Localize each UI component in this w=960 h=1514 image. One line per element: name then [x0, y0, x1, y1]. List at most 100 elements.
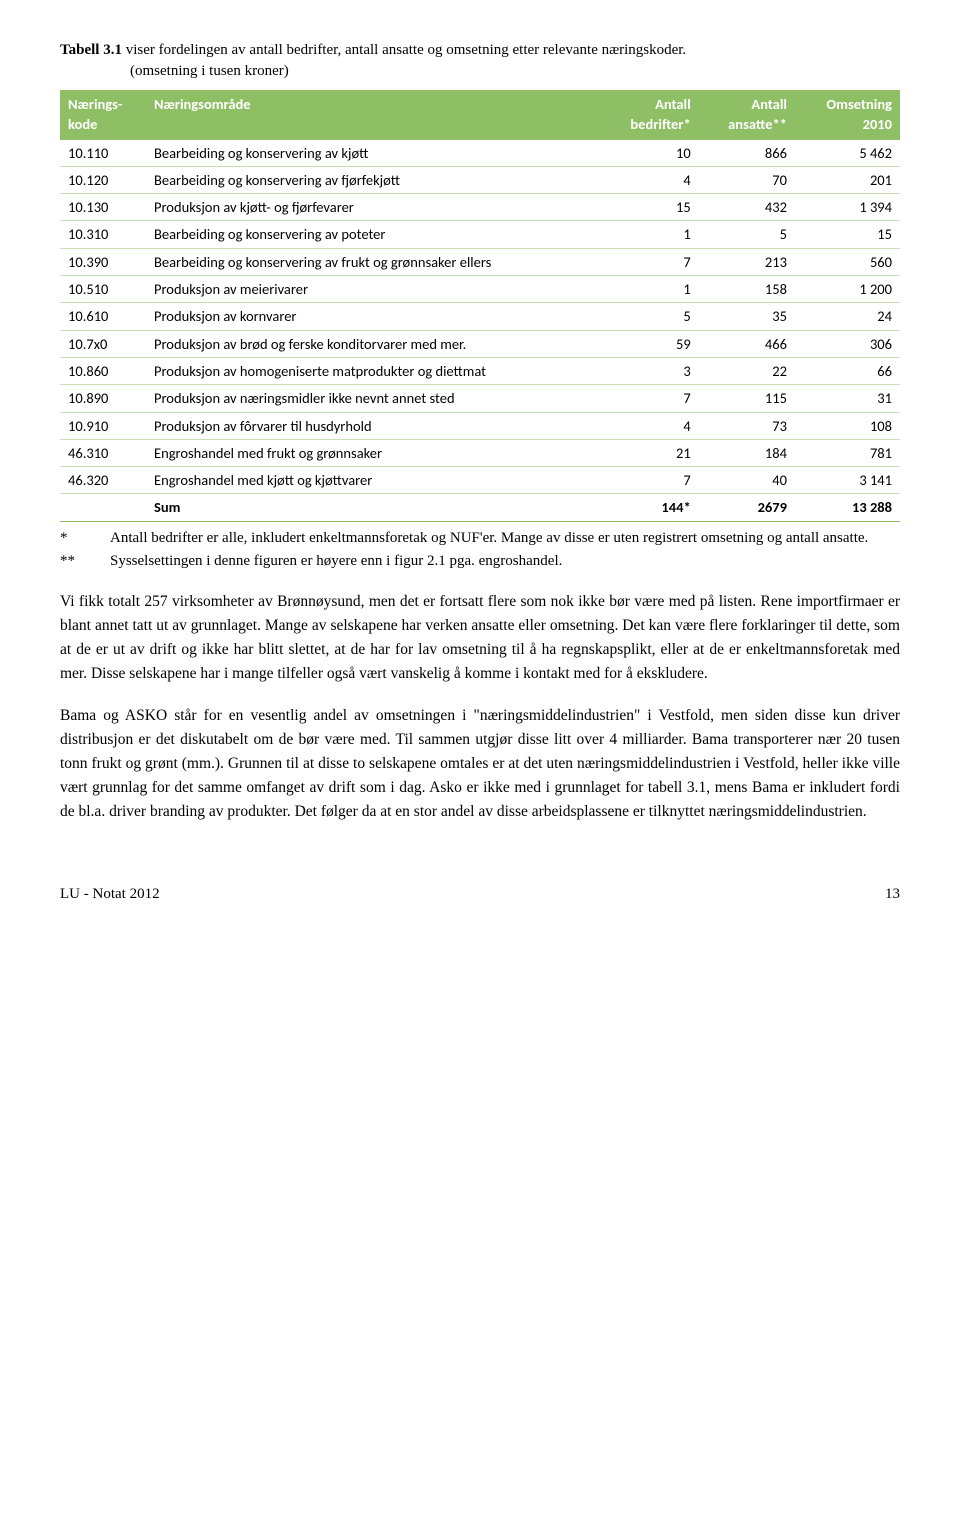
cell-ansatte: 866: [699, 139, 795, 166]
cell-ansatte: 213: [699, 248, 795, 275]
cell-omsetning: 108: [795, 412, 900, 439]
table-row: 10.610Produksjon av kornvarer53524: [60, 303, 900, 330]
footnote-text-1: Antall bedrifter er alle, inkludert enke…: [110, 528, 900, 549]
data-table: Nærings- kode Næringsområde Antall bedri…: [60, 90, 900, 522]
cell-desc: Bearbeiding og konservering av fjørfekjø…: [146, 166, 601, 193]
paragraph-1: Vi fikk totalt 257 virksomheter av Brønn…: [60, 590, 900, 686]
cell-code: 10.610: [60, 303, 146, 330]
table-row: 46.320Engroshandel med kjøtt og kjøttvar…: [60, 467, 900, 494]
cell-desc: Engroshandel med frukt og grønnsaker: [146, 439, 601, 466]
cell-bedrifter: 5: [601, 303, 699, 330]
cell-omsetning: 3 141: [795, 467, 900, 494]
table-caption: Tabell 3.1 viser fordelingen av antall b…: [60, 40, 900, 82]
cell-desc: Produksjon av brød og ferske konditorvar…: [146, 330, 601, 357]
cell-code: 46.320: [60, 467, 146, 494]
cell-omsetning: 1 394: [795, 194, 900, 221]
sum-omsetning: 13 288: [795, 494, 900, 521]
cell-code: 10.390: [60, 248, 146, 275]
cell-omsetning: 24: [795, 303, 900, 330]
cell-desc: Engroshandel med kjøtt og kjøttvarer: [146, 467, 601, 494]
cell-desc: Produksjon av fôrvarer til husdyrhold: [146, 412, 601, 439]
cell-code: 10.890: [60, 385, 146, 412]
col-header-code: Nærings- kode: [60, 90, 146, 139]
paragraph-2: Bama og ASKO står for en vesentlig andel…: [60, 704, 900, 824]
cell-ansatte: 184: [699, 439, 795, 466]
table-row: 10.510Produksjon av meierivarer11581 200: [60, 276, 900, 303]
cell-desc: Produksjon av kjøtt- og fjørfevarer: [146, 194, 601, 221]
cell-omsetning: 15: [795, 221, 900, 248]
cell-ansatte: 35: [699, 303, 795, 330]
cell-omsetning: 306: [795, 330, 900, 357]
col-header-ansatte: Antall ansatte**: [699, 90, 795, 139]
caption-line1: viser fordelingen av antall bedrifter, a…: [126, 42, 686, 58]
cell-ansatte: 158: [699, 276, 795, 303]
footnote-mark-2: **: [60, 551, 110, 572]
cell-ansatte: 22: [699, 357, 795, 384]
table-row: 10.910Produksjon av fôrvarer til husdyrh…: [60, 412, 900, 439]
cell-code: 10.7x0: [60, 330, 146, 357]
cell-desc: Bearbeiding og konservering av kjøtt: [146, 139, 601, 166]
col-header-desc: Næringsområde: [146, 90, 601, 139]
cell-omsetning: 66: [795, 357, 900, 384]
caption-label: Tabell 3.1: [60, 42, 122, 58]
cell-omsetning: 31: [795, 385, 900, 412]
table-row: 10.390Bearbeiding og konservering av fru…: [60, 248, 900, 275]
cell-ansatte: 40: [699, 467, 795, 494]
cell-omsetning: 5 462: [795, 139, 900, 166]
cell-desc: Produksjon av næringsmidler ikke nevnt a…: [146, 385, 601, 412]
cell-code: 10.510: [60, 276, 146, 303]
footnote-mark-1: *: [60, 528, 110, 549]
table-row: 10.7x0Produksjon av brød og ferske kondi…: [60, 330, 900, 357]
footer-left: LU - Notat 2012: [60, 884, 160, 905]
col-header-omsetning: Omsetning 2010: [795, 90, 900, 139]
cell-bedrifter: 59: [601, 330, 699, 357]
table-row: 46.310Engroshandel med frukt og grønnsak…: [60, 439, 900, 466]
sum-bedrifter: 144*: [601, 494, 699, 521]
sum-ansatte: 2679: [699, 494, 795, 521]
cell-omsetning: 1 200: [795, 276, 900, 303]
cell-desc: Bearbeiding og konservering av frukt og …: [146, 248, 601, 275]
cell-desc: Produksjon av kornvarer: [146, 303, 601, 330]
cell-desc: Produksjon av homogeniserte matprodukter…: [146, 357, 601, 384]
table-row: 10.120Bearbeiding og konservering av fjø…: [60, 166, 900, 193]
cell-ansatte: 466: [699, 330, 795, 357]
cell-code: 10.120: [60, 166, 146, 193]
cell-code: 10.130: [60, 194, 146, 221]
table-row: 10.860Produksjon av homogeniserte matpro…: [60, 357, 900, 384]
cell-code: 46.310: [60, 439, 146, 466]
footnotes: * Antall bedrifter er alle, inkludert en…: [60, 528, 900, 572]
cell-code: 10.860: [60, 357, 146, 384]
cell-omsetning: 560: [795, 248, 900, 275]
cell-ansatte: 115: [699, 385, 795, 412]
cell-code: 10.110: [60, 139, 146, 166]
cell-omsetning: 201: [795, 166, 900, 193]
cell-ansatte: 432: [699, 194, 795, 221]
page-footer: LU - Notat 2012 13: [60, 884, 900, 905]
caption-line2: (omsetning i tusen kroner): [130, 61, 900, 82]
cell-bedrifter: 7: [601, 467, 699, 494]
cell-desc: Bearbeiding og konservering av poteter: [146, 221, 601, 248]
footnote-text-2: Sysselsettingen i denne figuren er høyer…: [110, 551, 900, 572]
table-sum-row: Sum144*267913 288: [60, 494, 900, 521]
cell-code: 10.310: [60, 221, 146, 248]
cell-bedrifter: 4: [601, 412, 699, 439]
cell-bedrifter: 3: [601, 357, 699, 384]
cell-bedrifter: 1: [601, 276, 699, 303]
cell-ansatte: 70: [699, 166, 795, 193]
table-row: 10.890Produksjon av næringsmidler ikke n…: [60, 385, 900, 412]
cell-bedrifter: 4: [601, 166, 699, 193]
cell-bedrifter: 10: [601, 139, 699, 166]
cell-bedrifter: 7: [601, 385, 699, 412]
sum-label: Sum: [146, 494, 601, 521]
cell-bedrifter: 21: [601, 439, 699, 466]
cell-desc: Produksjon av meierivarer: [146, 276, 601, 303]
cell-bedrifter: 15: [601, 194, 699, 221]
cell-ansatte: 5: [699, 221, 795, 248]
table-row: 10.110Bearbeiding og konservering av kjø…: [60, 139, 900, 166]
cell-code: 10.910: [60, 412, 146, 439]
table-row: 10.310Bearbeiding og konservering av pot…: [60, 221, 900, 248]
table-row: 10.130Produksjon av kjøtt- og fjørfevare…: [60, 194, 900, 221]
footer-right: 13: [885, 884, 900, 905]
cell-omsetning: 781: [795, 439, 900, 466]
col-header-bedrifter: Antall bedrifter*: [601, 90, 699, 139]
